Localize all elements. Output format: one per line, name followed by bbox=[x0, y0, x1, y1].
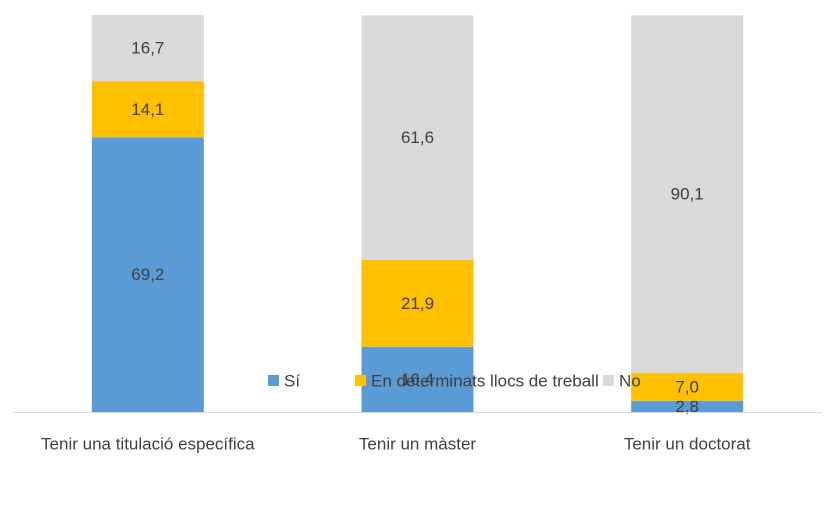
bar-segment bbox=[361, 259, 474, 347]
bar-segment bbox=[631, 373, 744, 401]
data-label: 16,7 bbox=[131, 39, 164, 58]
legend-label: Sí bbox=[284, 371, 300, 390]
data-label: 14,1 bbox=[131, 100, 164, 119]
legend-swatch bbox=[603, 375, 614, 386]
data-label: 90,1 bbox=[671, 185, 704, 204]
bar-segment bbox=[361, 346, 474, 412]
legend-swatch bbox=[355, 375, 366, 386]
bar-segment bbox=[91, 81, 204, 138]
data-label: 61,6 bbox=[401, 128, 434, 147]
data-label: 7,0 bbox=[675, 377, 699, 396]
x-tick-label: Tenir una titulació específica bbox=[41, 434, 255, 453]
data-label: 2,8 bbox=[675, 397, 699, 416]
legend-swatch bbox=[268, 375, 279, 386]
bar-segment bbox=[361, 15, 474, 260]
legend-label: En determinats llocs de treball bbox=[371, 371, 599, 390]
data-label: 21,9 bbox=[401, 294, 434, 313]
data-label: 16,4 bbox=[401, 370, 434, 389]
bar-segment bbox=[91, 137, 204, 412]
bar-segment bbox=[631, 400, 744, 412]
x-tick-label: Tenir un doctorat bbox=[624, 434, 751, 453]
bar-segment bbox=[631, 15, 744, 374]
data-label: 69,2 bbox=[131, 265, 164, 284]
bar-segment bbox=[91, 15, 204, 82]
legend-label: No bbox=[619, 371, 641, 390]
x-tick-label: Tenir un màster bbox=[359, 434, 476, 453]
